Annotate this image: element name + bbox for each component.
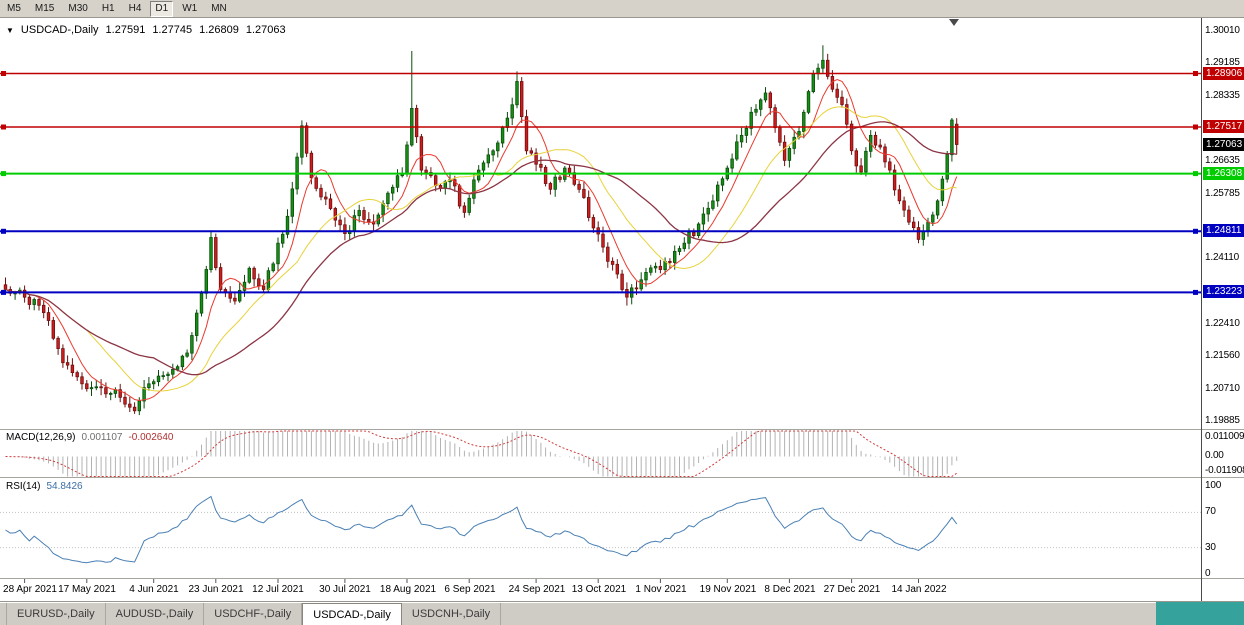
ma-fast-line — [5, 78, 958, 402]
macd-axis-label: 0.00 — [1205, 450, 1224, 461]
date-axis-label: 19 Nov 2021 — [699, 584, 757, 595]
level-handle[interactable] — [1, 124, 6, 130]
level-badge-1.27517: 1.27517 — [1203, 120, 1244, 133]
rsi-axis-label: 0 — [1205, 568, 1211, 579]
price-axis-label: 1.24110 — [1205, 252, 1240, 263]
macd-histogram — [9, 431, 958, 477]
ma-slow-line — [5, 121, 957, 376]
chart-tab-usdcad[interactable]: USDCAD-,Daily — [302, 603, 402, 625]
price-axis-label: 1.22410 — [1205, 318, 1240, 329]
timeframe-button-m5[interactable]: M5 — [7, 2, 21, 14]
date-axis-label: 1 Nov 2021 — [635, 584, 687, 595]
date-axis-label: 12 Jul 2021 — [252, 584, 304, 595]
level-handle[interactable] — [1, 71, 6, 76]
date-axis-label: 4 Jun 2021 — [129, 584, 179, 595]
date-axis[interactable]: 28 Apr 2021 17 May 2021 4 Jun 2021 23 Jun 2… — [0, 579, 1201, 602]
timeframe-button-mn[interactable]: MN — [211, 2, 227, 14]
macd-panel-label: MACD(12,26,9) 0.001107 -0.002640 — [6, 432, 173, 443]
date-axis-label: 14 Jan 2022 — [891, 584, 947, 595]
date-axis-label: 28 Apr 2021 — [3, 584, 57, 595]
price-axis-label: 1.29185 — [1205, 57, 1240, 68]
macd-axis-label: 0.011009 — [1205, 431, 1244, 442]
date-axis-label: 23 Jun 2021 — [188, 584, 244, 595]
level-handle[interactable] — [1, 171, 6, 177]
macd-main-value: 0.001107 — [81, 432, 123, 443]
desktop-corner — [1156, 602, 1244, 625]
price-axis[interactable]: 1.30010 1.29185 1.28335 1.26635 1.25785 1.241… — [1202, 0, 1244, 602]
chart-shift-marker[interactable] — [949, 19, 959, 26]
level-handle[interactable] — [1193, 71, 1198, 76]
level-handle[interactable] — [1193, 171, 1198, 177]
timeframe-button-d1[interactable]: D1 — [150, 0, 174, 17]
rsi-line — [5, 495, 958, 564]
current-price-badge: 1.27063 — [1203, 138, 1244, 151]
chart-tab-usdcnh[interactable]: USDCNH-,Daily — [402, 603, 502, 625]
one-click-expander-icon[interactable]: ▼ — [6, 25, 14, 35]
date-axis-label: 17 May 2021 — [58, 584, 116, 595]
level-handle[interactable] — [1193, 124, 1198, 130]
price-axis-label: 1.30010 — [1205, 25, 1240, 36]
ma-mid-line — [5, 106, 957, 392]
date-axis-label: 18 Aug 2021 — [379, 584, 437, 595]
chart-tab-bar: EURUSD-,Daily AUDUSD-,Daily USDCHF-,Daily U… — [0, 602, 1244, 625]
chart-canvas[interactable] — [0, 18, 1244, 602]
date-axis-label: 24 Sep 2021 — [508, 584, 566, 595]
macd-axis-label: -0.011908 — [1205, 465, 1244, 476]
date-axis-label: 27 Dec 2021 — [823, 584, 881, 595]
timeframe-button-m30[interactable]: M30 — [68, 2, 88, 14]
macd-signal-value: -0.002640 — [128, 432, 174, 443]
timeframe-button-h1[interactable]: H1 — [101, 2, 115, 14]
date-axis-label: 30 Jul 2021 — [319, 584, 371, 595]
rsi-axis-label: 70 — [1205, 506, 1216, 517]
price-axis-label: 1.26635 — [1205, 155, 1240, 166]
chart-header: ▼ USDCAD-,Daily 1.27591 1.27745 1.26809 … — [6, 24, 286, 36]
rsi-panel-label: RSI(14) 54.8426 — [6, 481, 83, 492]
level-badge-1.28906: 1.28906 — [1203, 67, 1244, 80]
rsi-name: RSI(14) — [6, 481, 41, 492]
level-badge-1.26308: 1.26308 — [1203, 167, 1244, 180]
timeframe-toolbar: M5 M15 M30 H1 H4 D1 W1 MN — [0, 0, 1244, 18]
price-axis-label: 1.21560 — [1205, 350, 1240, 361]
rsi-value: 54.8426 — [46, 481, 83, 492]
chart-tab-audusd[interactable]: AUDUSD-,Daily — [106, 603, 205, 625]
chart-tab-strip: EURUSD-,Daily AUDUSD-,Daily USDCHF-,Daily U… — [6, 603, 502, 625]
timeframe-button-h4[interactable]: H4 — [128, 2, 142, 14]
price-axis-label: 1.20710 — [1205, 383, 1240, 394]
ohlc-high: 1.27745 — [152, 24, 193, 36]
price-axis-label: 1.28335 — [1205, 90, 1240, 101]
timeframe-button-w1[interactable]: W1 — [182, 2, 198, 14]
ohlc-open: 1.27591 — [105, 24, 146, 36]
timeframe-button-m15[interactable]: M15 — [34, 2, 55, 14]
date-axis-label: 8 Dec 2021 — [764, 584, 816, 595]
chart-tab-eurusd[interactable]: EURUSD-,Daily — [6, 603, 106, 625]
candles-layer — [3, 45, 959, 416]
ohlc-close: 1.27063 — [245, 24, 286, 36]
chart-plot-svg — [0, 18, 1244, 602]
level-badge-1.24811: 1.24811 — [1203, 224, 1244, 237]
price-axis-label: 1.25785 — [1205, 188, 1240, 199]
ohlc-low: 1.26809 — [199, 24, 239, 36]
level-handle[interactable] — [1, 228, 6, 234]
rsi-axis-label: 100 — [1205, 480, 1222, 491]
level-handle[interactable] — [1193, 228, 1198, 234]
macd-name: MACD(12,26,9) — [6, 432, 76, 443]
chart-tab-usdchf[interactable]: USDCHF-,Daily — [204, 603, 303, 625]
date-axis-label: 13 Oct 2021 — [571, 584, 627, 595]
level-handle[interactable] — [1193, 289, 1198, 295]
level-handle[interactable] — [1, 289, 6, 295]
price-axis-label: 1.19885 — [1205, 415, 1240, 426]
macd-signal-line — [5, 430, 957, 477]
rsi-axis-label: 30 — [1205, 542, 1216, 553]
symbol-period-label: USDCAD-,Daily — [20, 24, 99, 36]
date-axis-label: 6 Sep 2021 — [444, 584, 496, 595]
level-badge-1.23223: 1.23223 — [1203, 285, 1244, 298]
